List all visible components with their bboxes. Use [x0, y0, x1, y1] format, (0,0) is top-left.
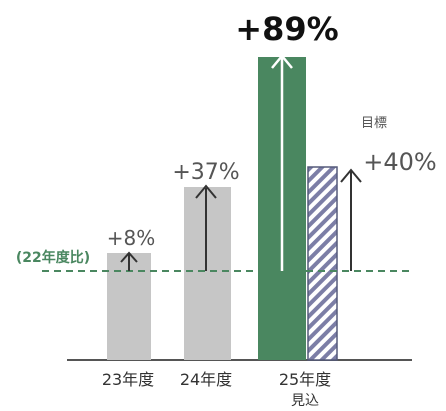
target-label: 目標 [361, 116, 387, 131]
baseline-label: (22年度比) [16, 249, 90, 266]
target-value-label: +40% [363, 148, 436, 176]
arrow-25 [271, 54, 293, 271]
value-label-23: +8% [107, 226, 156, 250]
arrow-24 [195, 184, 217, 271]
arrow-target [340, 168, 362, 271]
category-label-25: 25年度 [279, 370, 331, 389]
category-label-23: 23年度 [102, 370, 154, 389]
bar-24 [184, 187, 231, 360]
category-label-24: 24年度 [180, 370, 232, 389]
category-sublabel-25: 見込 [291, 393, 319, 409]
bar-target [307, 166, 338, 361]
value-label-24: +37% [172, 160, 239, 185]
value-label-25: +89% [235, 10, 338, 48]
arrow-23 [120, 251, 138, 271]
